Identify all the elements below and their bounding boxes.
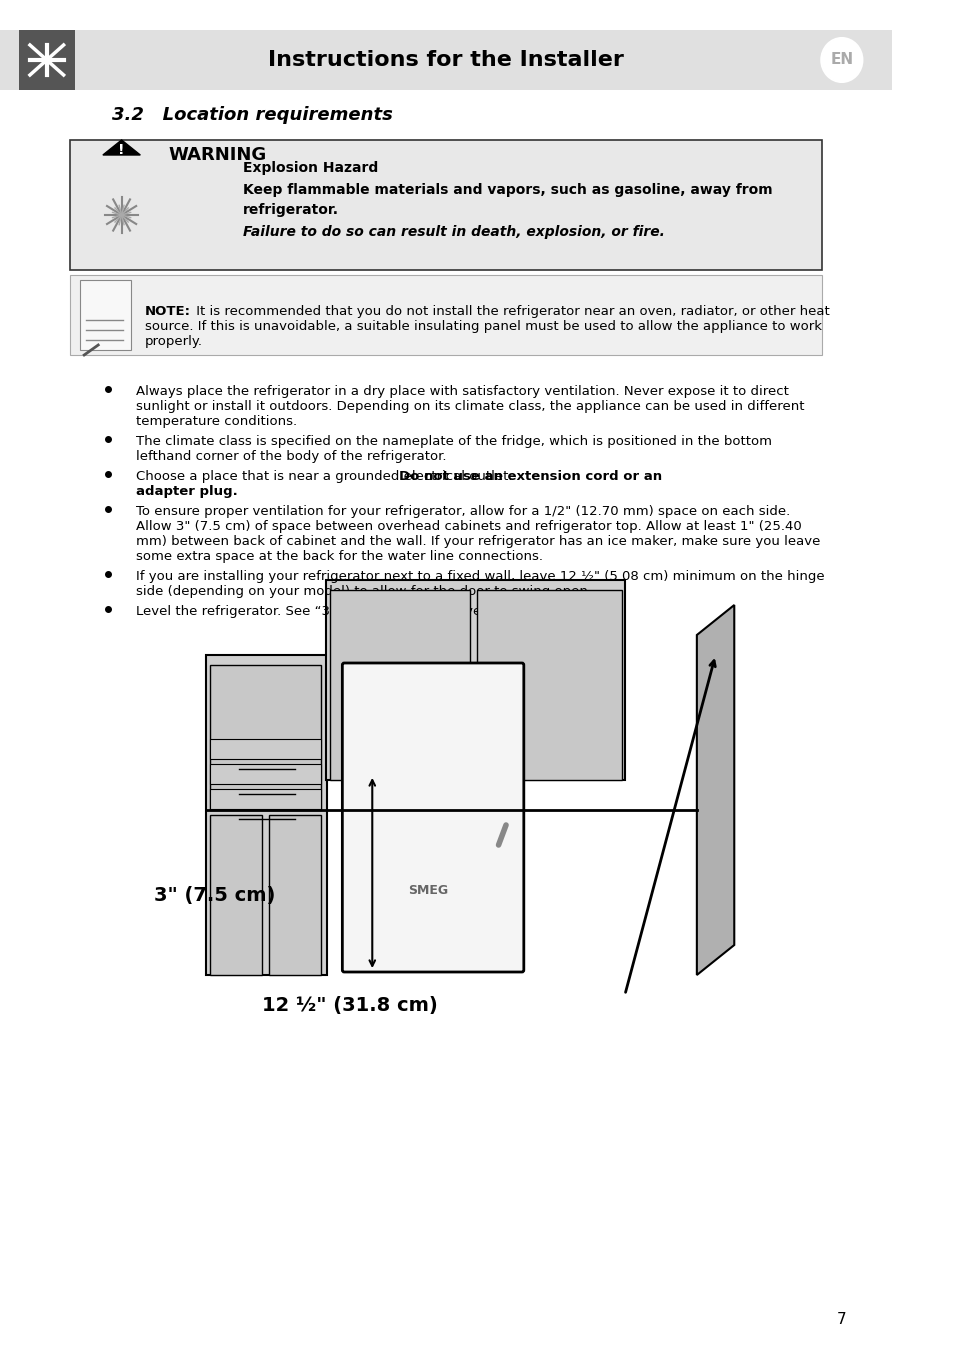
Text: 7: 7	[836, 1312, 845, 1327]
Text: Level the refrigerator. See “3.3 Positioning and levelling the appliance”.: Level the refrigerator. See “3.3 Positio…	[135, 605, 615, 618]
FancyBboxPatch shape	[211, 815, 262, 975]
Polygon shape	[696, 605, 734, 975]
Text: temperature conditions.: temperature conditions.	[135, 414, 296, 428]
FancyBboxPatch shape	[79, 279, 131, 350]
Text: !: !	[118, 143, 125, 157]
FancyBboxPatch shape	[342, 663, 523, 972]
Text: Explosion Hazard: Explosion Hazard	[243, 161, 378, 176]
Text: side (depending on your model) to allow for the door to swing open.: side (depending on your model) to allow …	[135, 585, 591, 598]
FancyBboxPatch shape	[330, 590, 470, 780]
Text: Failure to do so can result in death, explosion, or fire.: Failure to do so can result in death, ex…	[243, 225, 664, 239]
FancyBboxPatch shape	[211, 666, 320, 810]
Text: mm) between back of cabinet and the wall. If your refrigerator has an ice maker,: mm) between back of cabinet and the wall…	[135, 535, 820, 548]
Text: Allow 3" (7.5 cm) of space between overhead cabinets and refrigerator top. Allow: Allow 3" (7.5 cm) of space between overh…	[135, 520, 801, 533]
Text: some extra space at the back for the water line connections.: some extra space at the back for the wat…	[135, 549, 542, 563]
FancyBboxPatch shape	[325, 580, 624, 780]
Text: The climate class is specified on the nameplate of the fridge, which is position: The climate class is specified on the na…	[135, 435, 771, 448]
FancyBboxPatch shape	[206, 655, 327, 975]
Text: properly.: properly.	[145, 335, 203, 348]
Text: Keep flammable materials and vapors, such as gasoline, away from: Keep flammable materials and vapors, suc…	[243, 184, 772, 197]
Text: adapter plug.: adapter plug.	[135, 485, 237, 498]
FancyBboxPatch shape	[211, 738, 320, 759]
Text: refrigerator.: refrigerator.	[243, 202, 339, 217]
Text: To ensure proper ventilation for your refrigerator, allow for a 1/2" (12.70 mm) : To ensure proper ventilation for your re…	[135, 505, 789, 518]
Text: source. If this is unavoidable, a suitable insulating panel must be used to allo: source. If this is unavoidable, a suitab…	[145, 320, 821, 333]
Text: It is recommended that you do not install the refrigerator near an oven, radiato: It is recommended that you do not instal…	[192, 305, 828, 319]
Text: 12 ½" (31.8 cm): 12 ½" (31.8 cm)	[262, 995, 437, 1014]
FancyBboxPatch shape	[0, 30, 891, 90]
Text: WARNING: WARNING	[168, 146, 266, 163]
Text: If you are installing your refrigerator next to a fixed wall, leave 12 ½" (5.08 : If you are installing your refrigerator …	[135, 570, 823, 583]
FancyBboxPatch shape	[476, 590, 621, 780]
Polygon shape	[103, 140, 140, 155]
FancyBboxPatch shape	[211, 764, 320, 784]
Text: EN: EN	[829, 53, 853, 68]
Text: sunlight or install it outdoors. Depending on its climate class, the appliance c: sunlight or install it outdoors. Dependi…	[135, 400, 803, 413]
FancyBboxPatch shape	[71, 275, 821, 355]
FancyBboxPatch shape	[211, 788, 320, 809]
Text: Do not use an extension cord or an: Do not use an extension cord or an	[398, 470, 661, 483]
Text: 3.2   Location requirements: 3.2 Location requirements	[112, 107, 393, 124]
FancyBboxPatch shape	[71, 140, 821, 270]
Text: Instructions for the Installer: Instructions for the Installer	[268, 50, 623, 70]
Text: Always place the refrigerator in a dry place with satisfactory ventilation. Neve: Always place the refrigerator in a dry p…	[135, 385, 788, 398]
Text: 3" (7.5 cm): 3" (7.5 cm)	[154, 886, 275, 904]
Text: SMEG: SMEG	[408, 883, 448, 896]
FancyBboxPatch shape	[269, 815, 320, 975]
Circle shape	[821, 38, 862, 82]
Text: lefthand corner of the body of the refrigerator.: lefthand corner of the body of the refri…	[135, 450, 446, 463]
Text: NOTE:: NOTE:	[145, 305, 191, 319]
FancyBboxPatch shape	[19, 30, 74, 90]
Text: Choose a place that is near a grounded electrical outlet.: Choose a place that is near a grounded e…	[135, 470, 516, 483]
